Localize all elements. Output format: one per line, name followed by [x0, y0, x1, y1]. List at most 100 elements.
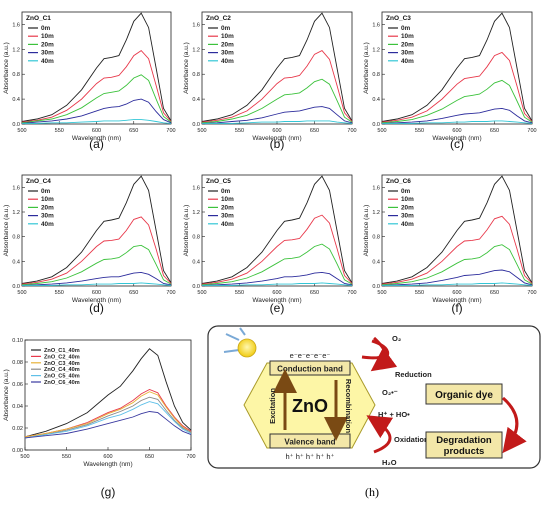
x-tick-label: 650	[310, 290, 319, 296]
y-tick-label: 0.4	[192, 97, 200, 103]
x-tick-label: 700	[186, 454, 195, 460]
y-tick-label: 1.2	[12, 47, 20, 53]
legend-entry: 40m	[401, 58, 414, 65]
legend-entry: ZnO_C6_40m	[44, 380, 80, 386]
x-axis-label: Wavelength (nm)	[83, 461, 132, 468]
y-tick-label: 0.0	[12, 284, 20, 290]
x-tick-label: 550	[55, 290, 64, 296]
series-line-ZnO_C6_40m	[24, 411, 192, 439]
legend-entry: ZnO_C5_40m	[44, 374, 80, 380]
series-line-20m	[201, 78, 353, 124]
x-tick-label: 500	[197, 128, 206, 134]
x-tick-label: 700	[347, 128, 356, 134]
x-tick-label: 650	[129, 290, 138, 296]
legend-entry: 0m	[401, 25, 411, 32]
y-axis-label: Absorbance (a.u.)	[3, 205, 10, 257]
x-tick-label: 600	[272, 128, 281, 134]
o2-label: O₂	[392, 334, 401, 343]
legend-entry: 10m	[221, 33, 234, 40]
chart-3: 500 550 600 650 700 0.0 0.4 0.8 1.2 1.6 Wavelength…	[363, 11, 537, 151]
panel-label: (c)	[450, 137, 464, 151]
chart-title: ZnO_C2	[206, 15, 231, 22]
x-tick-label: 600	[92, 128, 101, 134]
reduction-arrow-lower	[370, 339, 398, 372]
chart-title: ZnO_C1	[26, 15, 51, 22]
x-tick-label: 600	[452, 290, 461, 296]
legend-entry: 30m	[221, 213, 234, 220]
y-tick-label: 0.0	[372, 122, 380, 128]
x-tick-label: 500	[377, 290, 386, 296]
panel-label-h: (h)	[365, 485, 379, 499]
y-tick-label: 0.4	[372, 259, 380, 265]
legend-entry: 30m	[41, 213, 54, 220]
x-tick-label: 650	[490, 128, 499, 134]
legend-entry: 20m	[401, 41, 414, 48]
legend-entry: 20m	[221, 204, 234, 211]
x-tick-label: 700	[166, 128, 175, 134]
conduction-band-label: Conduction band	[277, 365, 343, 374]
y-tick-label: 0.0	[12, 122, 20, 128]
x-tick-label: 650	[490, 290, 499, 296]
oxidation-label: Oxidation	[394, 435, 429, 444]
recombination-label: Recombination	[344, 379, 353, 434]
x-tick-label: 600	[92, 290, 101, 296]
series-line-ZnO_C3_40m	[24, 391, 192, 438]
y-tick-label: 1.2	[372, 47, 380, 53]
chart-title: ZnO_C5	[206, 178, 231, 185]
panel-label: (a)	[89, 137, 104, 151]
series-line-30m	[381, 269, 533, 286]
series-line-10m	[381, 215, 533, 285]
o2-radical-label: O₂•⁻	[382, 388, 398, 397]
x-tick-label: 550	[62, 454, 71, 460]
y-tick-label: 0.08	[12, 360, 23, 366]
y-tick-label: 0.8	[372, 72, 380, 78]
y-tick-label: 0.4	[372, 97, 380, 103]
legend-entry: 10m	[41, 33, 54, 40]
legend-entry: 20m	[41, 41, 54, 48]
x-tick-label: 500	[17, 128, 26, 134]
series-line-10m	[21, 216, 172, 285]
valence-band-label: Valence band	[284, 438, 335, 447]
legend-entry: ZnO_C4_40m	[44, 367, 80, 373]
series-line-10m	[21, 50, 172, 123]
x-tick-label: 600	[103, 454, 112, 460]
degradation-label-line1: Degradation	[436, 435, 492, 446]
chart-title: ZnO_C4	[26, 178, 51, 185]
series-line-ZnO_C1_40m	[24, 348, 192, 438]
legend-entry: 0m	[41, 188, 51, 195]
series-line-20m	[21, 244, 172, 286]
y-axis-label: Absorbance (a.u.)	[183, 205, 190, 257]
y-tick-label: 1.6	[192, 22, 200, 28]
h-plus-label: H⁺ + HO•	[378, 410, 410, 419]
y-axis-label: Absorbance (a.u.)	[3, 369, 10, 421]
x-axis-label: Wavelength (nm)	[432, 297, 481, 304]
y-tick-label: 0.8	[12, 72, 20, 78]
legend-entry: 0m	[41, 25, 51, 32]
degradation-arrow	[501, 396, 527, 454]
series-line-0m	[381, 12, 533, 122]
excitation-label: Excitation	[268, 388, 277, 424]
legend-entry: 20m	[401, 204, 414, 211]
x-axis-label: Wavelength (nm)	[252, 297, 301, 304]
series-line-ZnO_C5_40m	[24, 401, 192, 439]
legend-entry: 10m	[41, 196, 54, 203]
y-tick-label: 0.4	[192, 259, 200, 265]
legend-entry: 20m	[221, 41, 234, 48]
series-line-20m	[201, 243, 353, 286]
series-line-30m	[201, 271, 353, 286]
series-line-40m	[202, 120, 353, 124]
organic-dye-label: Organic dye	[435, 390, 493, 401]
series-line-0m	[201, 12, 353, 122]
legend-entry: 10m	[221, 196, 234, 203]
y-axis-label: Absorbance (a.u.)	[363, 42, 370, 94]
y-tick-label: 0.00	[12, 448, 23, 454]
legend-entry: 30m	[221, 50, 234, 57]
y-tick-label: 1.6	[372, 22, 380, 28]
x-tick-label: 700	[527, 290, 536, 296]
y-tick-label: 0.8	[192, 235, 200, 241]
degradation-label-line2: products	[444, 446, 485, 457]
panel-label: (f)	[451, 301, 462, 315]
series-line-40m	[382, 120, 533, 124]
